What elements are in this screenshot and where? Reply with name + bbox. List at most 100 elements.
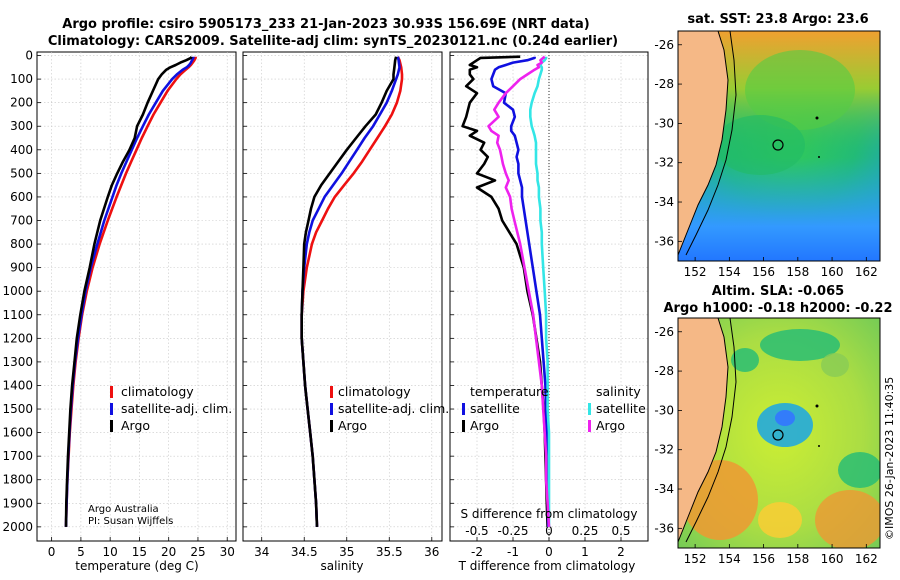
sst-map-ticks: 152 154 156 158 160 162 -26 -28 -30 -32 -34 -36 bbox=[654, 38, 877, 279]
y-tick-label: 1600 bbox=[2, 426, 33, 440]
y-tick-label: 600 bbox=[10, 190, 33, 204]
legend-clim-label: climatology bbox=[121, 384, 194, 399]
sla-patch bbox=[758, 502, 802, 538]
map-x-tick-label: 158 bbox=[786, 552, 809, 566]
y-tick-label: 0 bbox=[25, 49, 33, 63]
map-x-tick-label: 160 bbox=[821, 552, 844, 566]
sst-map-frame bbox=[677, 30, 881, 262]
series-line bbox=[528, 56, 551, 527]
temperature-xlabel: temperature (deg C) bbox=[75, 559, 198, 573]
sst-map bbox=[678, 31, 880, 261]
depth-axis-labels: 0 100 200 300 400 500 600 700 800 900 1000 1100 1200… bbox=[2, 49, 33, 534]
sla-map-ticks: 152 154 156 158 160 162 -26 -28 -30 -32 -34 -36 bbox=[654, 325, 877, 566]
y-tick-label: 1500 bbox=[2, 402, 33, 416]
map-y-tick-label: -36 bbox=[654, 521, 674, 535]
legend-temp-argo-swatch bbox=[462, 420, 465, 432]
y-tick-label: 100 bbox=[10, 72, 33, 86]
map-x-tick-label: 162 bbox=[855, 265, 878, 279]
y-tick-label: 300 bbox=[10, 119, 33, 133]
sla-patch bbox=[838, 452, 880, 488]
island-marker bbox=[818, 156, 820, 158]
sla-patch bbox=[815, 490, 880, 548]
legend-temp-sat-swatch bbox=[462, 403, 465, 415]
map-x-tick-label: 162 bbox=[855, 552, 878, 566]
sla-patch bbox=[821, 353, 849, 377]
legend-sal-sat-swatch bbox=[588, 403, 591, 415]
map-x-tick-label: 154 bbox=[718, 552, 741, 566]
legend-sal-argo-label: Argo bbox=[596, 418, 625, 433]
legend-clim-label: climatology bbox=[338, 384, 411, 399]
coastline bbox=[678, 31, 729, 256]
x-tick-label: 34.5 bbox=[291, 545, 318, 559]
legend-sat-swatch bbox=[330, 403, 333, 415]
island-marker bbox=[818, 445, 820, 447]
sla-map bbox=[678, 318, 880, 548]
map-y-tick-label: -34 bbox=[654, 195, 674, 209]
legend-argo-label: Argo bbox=[338, 418, 367, 433]
legend-clim-swatch bbox=[330, 386, 333, 398]
map-x-tick-label: 158 bbox=[786, 265, 809, 279]
s-difference-xlabel: S difference from climatology bbox=[461, 507, 638, 521]
x-tick-label: 36 bbox=[424, 545, 439, 559]
sla-map-title: Altim. SLA: -0.065 bbox=[712, 284, 844, 299]
map-y-tick-label: -30 bbox=[654, 403, 674, 417]
y-tick-label: 1200 bbox=[2, 331, 33, 345]
figure-title-line2: Climatology: CARS2009. Satellite-adj cli… bbox=[48, 34, 618, 49]
timestamp: ©IMOS 26-Jan-2023 11:40:35 bbox=[883, 377, 896, 540]
credit-line2: PI: Susan Wijffels bbox=[88, 516, 173, 527]
legend-argo-label: Argo bbox=[121, 418, 150, 433]
map-y-tick-label: -28 bbox=[654, 77, 674, 91]
legend-argo-swatch bbox=[110, 420, 113, 432]
sla-patch bbox=[760, 329, 840, 361]
difference-panel: -2 -1 0 1 2 -0.5 -0.25 0 0.25 0.5 bbox=[449, 51, 649, 559]
legend-temp-argo-label: Argo bbox=[470, 418, 499, 433]
map-y-tick-label: -26 bbox=[654, 38, 674, 52]
s-difference-tick-label: 0.25 bbox=[572, 524, 599, 538]
map-y-tick-label: -36 bbox=[654, 234, 674, 248]
argo-position-marker bbox=[772, 429, 784, 441]
map-y-tick-label: -34 bbox=[654, 482, 674, 496]
x-tick-label: 35 bbox=[339, 545, 354, 559]
legend-sat-label: satellite-adj. clim. bbox=[121, 401, 232, 416]
x-tick-label: 20 bbox=[161, 545, 176, 559]
land-australia bbox=[678, 318, 728, 542]
y-tick-label: 400 bbox=[10, 143, 33, 157]
island-marker bbox=[815, 404, 819, 408]
map-x-tick-label: 152 bbox=[684, 552, 707, 566]
map-y-tick-label: -30 bbox=[654, 116, 674, 130]
x-tick-label: 15 bbox=[132, 545, 147, 559]
sst-patch bbox=[715, 115, 805, 175]
salinity-xlabel: salinity bbox=[320, 559, 363, 573]
y-tick-label: 1300 bbox=[2, 355, 33, 369]
y-tick-label: 1700 bbox=[2, 449, 33, 463]
x-tick-label: 2 bbox=[617, 545, 625, 559]
s-difference-tick-label: -0.25 bbox=[497, 524, 528, 538]
sst-patch bbox=[745, 50, 855, 130]
x-tick-label: 10 bbox=[103, 545, 118, 559]
x-tick-label: 0 bbox=[48, 545, 56, 559]
map-x-tick-label: 156 bbox=[752, 552, 775, 566]
map-y-tick-label: -32 bbox=[654, 156, 674, 170]
island-marker bbox=[815, 116, 819, 120]
salinity-panel: 34 34.5 35 35.5 36 bbox=[242, 51, 443, 559]
map-x-tick-label: 160 bbox=[821, 265, 844, 279]
series-line bbox=[300, 56, 398, 527]
figure-title-line1: Argo profile: csiro 5905173_233 21-Jan-2… bbox=[62, 17, 589, 32]
x-tick-label: -2 bbox=[471, 545, 483, 559]
argo-position-marker bbox=[772, 139, 784, 151]
x-tick-label: 34 bbox=[254, 545, 269, 559]
map-y-tick-label: -26 bbox=[654, 325, 674, 339]
plot-frame bbox=[242, 51, 443, 542]
y-tick-label: 1800 bbox=[2, 473, 33, 487]
sla-map-frame bbox=[677, 317, 881, 549]
sla-eddy-core bbox=[775, 410, 795, 426]
y-tick-label: 1900 bbox=[2, 496, 33, 510]
isobath bbox=[685, 318, 737, 543]
isobath bbox=[685, 31, 737, 256]
s-difference-tick-label: 0.5 bbox=[611, 524, 630, 538]
temperature-panel: 0 5 10 15 20 25 30 bbox=[36, 51, 237, 559]
map-y-tick-label: -28 bbox=[654, 364, 674, 378]
s-difference-tick-label: 0 bbox=[545, 524, 553, 538]
map-y-tick-label: -32 bbox=[654, 443, 674, 457]
